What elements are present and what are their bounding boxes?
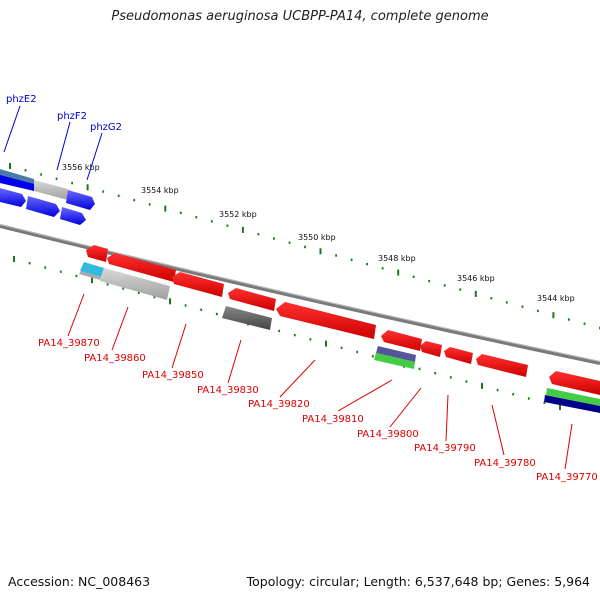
accession-text: Accession: NC_008463 xyxy=(8,574,151,589)
gene-feature[interactable] xyxy=(228,288,276,311)
gene-feature[interactable] xyxy=(276,302,376,339)
genome-title: Pseudomonas aeruginosa UCBPP-PA14, compl… xyxy=(111,9,489,24)
genome-backbone-highlight xyxy=(0,224,600,362)
gene-label[interactable]: PA14_39850 xyxy=(142,370,204,381)
gene-feature[interactable] xyxy=(376,346,416,362)
gene-label[interactable]: PA14_39810 xyxy=(302,414,364,425)
gene-feature[interactable] xyxy=(34,180,68,200)
scale-label: 3546 kbp xyxy=(457,274,495,283)
gene-feature[interactable] xyxy=(476,354,528,377)
gene-label[interactable]: PA14_39770 xyxy=(536,472,598,483)
gene-label[interactable]: phzE2 xyxy=(6,94,37,105)
scale-labels: 3556 kbp 3554 kbp 3552 kbp 3550 kbp 3548… xyxy=(62,163,575,303)
gene-feature[interactable] xyxy=(80,262,104,277)
gene-feature[interactable] xyxy=(420,341,442,357)
callout-lines-bottom xyxy=(67,293,573,470)
gene-labels-top: phzE2 phzF2 phzG2 xyxy=(6,94,122,133)
gene-feature[interactable] xyxy=(444,347,473,364)
gene-feature[interactable] xyxy=(100,268,170,300)
gene-label[interactable]: PA14_39820 xyxy=(248,399,310,410)
gene-label[interactable]: PA14_39800 xyxy=(357,429,419,440)
scale-label: 3544 kbp xyxy=(537,294,575,303)
reverse-genes xyxy=(79,245,600,413)
scale-label: 3548 kbp xyxy=(378,254,416,263)
gene-feature[interactable] xyxy=(26,196,60,217)
gene-feature[interactable] xyxy=(79,271,101,280)
gene-feature[interactable] xyxy=(374,353,415,369)
callout-lines-top xyxy=(3,105,103,181)
scale-label: 3550 kbp xyxy=(298,233,336,242)
gene-feature[interactable] xyxy=(0,175,34,191)
gene-label[interactable]: PA14_39780 xyxy=(474,458,536,469)
gene-label[interactable]: phzF2 xyxy=(57,111,87,122)
gene-feature[interactable] xyxy=(544,395,600,413)
forward-genes xyxy=(0,169,95,225)
genome-backbone xyxy=(0,224,600,365)
scale-label: 3554 kbp xyxy=(141,186,179,195)
gene-label[interactable]: PA14_39870 xyxy=(38,338,100,349)
gene-label[interactable]: PA14_39830 xyxy=(197,385,259,396)
gene-labels-bottom: PA14_39870 PA14_39860 PA14_39850 PA14_39… xyxy=(38,338,598,483)
scale-label: 3552 kbp xyxy=(219,210,257,219)
gene-feature[interactable] xyxy=(381,330,422,351)
scale-ticks-top xyxy=(9,163,600,330)
gene-feature[interactable] xyxy=(107,253,176,282)
gene-feature[interactable] xyxy=(549,371,600,395)
gene-label[interactable]: phzG2 xyxy=(90,122,122,133)
gene-feature[interactable] xyxy=(60,207,86,225)
gene-feature[interactable] xyxy=(66,190,95,210)
gene-label[interactable]: PA14_39790 xyxy=(414,443,476,454)
gene-feature[interactable] xyxy=(546,388,600,406)
gene-feature[interactable] xyxy=(222,306,272,330)
scale-label: 3556 kbp xyxy=(62,163,100,172)
gene-label[interactable]: PA14_39860 xyxy=(84,353,146,364)
topology-text: Topology: circular; Length: 6,537,648 bp… xyxy=(246,574,590,589)
gene-feature[interactable] xyxy=(86,245,108,262)
gene-feature[interactable] xyxy=(172,272,224,297)
gene-feature[interactable] xyxy=(0,188,26,207)
